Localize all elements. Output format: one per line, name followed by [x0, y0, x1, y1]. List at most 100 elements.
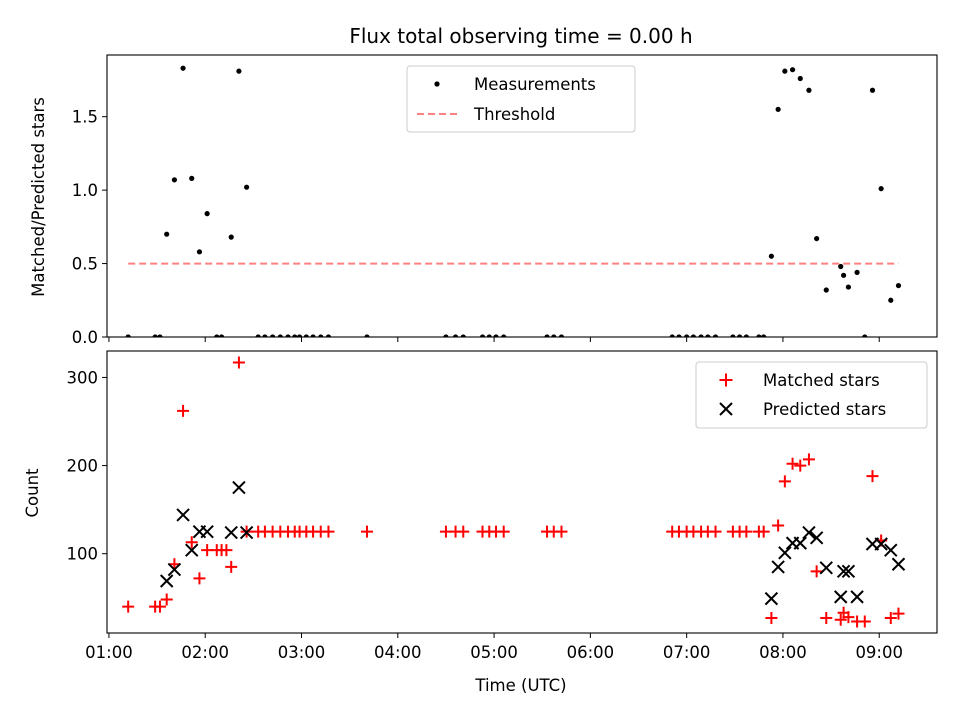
series-1: [159, 480, 906, 606]
data-point: [823, 287, 829, 293]
data-point: [869, 87, 876, 93]
data-point: [772, 519, 785, 532]
data-point: [684, 334, 690, 337]
data-point: [292, 334, 298, 337]
legend-predicted-marker: [719, 402, 733, 416]
data-point: [891, 557, 906, 571]
data-point: [802, 453, 815, 466]
data-point: [768, 253, 774, 259]
legend-bottom: Matched stars Predicted stars: [695, 361, 928, 429]
data-point: [322, 525, 335, 538]
data-point: [159, 574, 174, 588]
data-point: [698, 334, 704, 337]
legend-measurements-marker: [434, 81, 440, 87]
data-point: [778, 475, 791, 488]
data-point: [236, 68, 242, 74]
data-point: [193, 572, 206, 585]
data-point: [122, 600, 135, 613]
data-point: [262, 334, 268, 337]
data-point: [218, 334, 225, 337]
data-point: [757, 525, 770, 538]
data-point: [164, 231, 170, 237]
data-point: [775, 106, 781, 112]
legend-matched-label: Matched stars: [763, 371, 880, 390]
data-point: [364, 334, 370, 337]
data-point: [793, 536, 807, 550]
data-point: [318, 334, 324, 337]
data-point: [764, 591, 779, 606]
data-point: [460, 334, 466, 337]
data-point: [892, 607, 905, 620]
data-point: [220, 544, 233, 557]
data-point: [838, 263, 844, 270]
data-point: [270, 334, 276, 337]
data-point: [497, 525, 510, 538]
data-point: [555, 525, 568, 538]
data-point: [854, 269, 860, 275]
data-point: [176, 508, 190, 522]
data-point: [501, 334, 507, 337]
x-tick-label: 03:00: [278, 643, 326, 662]
data-point: [756, 334, 762, 337]
x-tick-label: 07:00: [663, 643, 711, 662]
y-tick-label: 200: [67, 457, 99, 476]
data-point: [730, 334, 736, 337]
y-tick-label: 0.0: [72, 328, 98, 347]
data-point: [866, 470, 879, 483]
data-point: [809, 531, 824, 545]
data-point: [443, 334, 449, 337]
data-point: [782, 68, 788, 74]
y-tick-label: 300: [67, 368, 99, 387]
x-tick-label: 01:00: [85, 643, 133, 662]
y-tick-label: 0.5: [72, 255, 98, 274]
data-point: [360, 525, 373, 538]
y-tick-label: 1.5: [72, 108, 98, 127]
data-point: [196, 249, 203, 255]
data-point: [160, 593, 173, 606]
legend-measurements-label: Measurements: [474, 75, 596, 94]
data-point: [797, 75, 803, 82]
data-point: [836, 564, 851, 579]
plot-area: [125, 65, 902, 337]
top-panel: 0.0 0.5 1.0 1.5: [72, 54, 938, 347]
data-point: [232, 480, 246, 495]
data-point: [794, 459, 807, 472]
data-point: [705, 334, 711, 337]
data-point: [737, 334, 743, 337]
data-point: [819, 561, 833, 575]
data-point: [895, 282, 902, 289]
data-point: [303, 334, 309, 337]
data-point: [743, 334, 749, 337]
data-point: [125, 334, 131, 337]
y-tick-label: 1.0: [72, 181, 98, 200]
data-point: [255, 334, 261, 337]
data-point: [878, 186, 884, 192]
data-point: [310, 334, 316, 337]
data-point: [789, 67, 796, 73]
x-tick-label: 02:00: [181, 643, 229, 662]
data-point: [712, 334, 719, 337]
data-point: [551, 334, 557, 337]
y-tick-label: 100: [67, 545, 99, 564]
data-point: [786, 457, 799, 470]
axes-frame: [106, 54, 938, 338]
x-tick-label: 09:00: [855, 643, 903, 662]
data-point: [771, 560, 785, 574]
x-tick-label: 06:00: [567, 643, 615, 662]
data-point: [806, 87, 812, 93]
data-point: [457, 525, 470, 538]
x-tick-label: 05:00: [470, 643, 518, 662]
x-tick-label: 04:00: [374, 643, 422, 662]
data-point: [177, 404, 190, 417]
data-point: [232, 356, 245, 369]
data-point: [669, 334, 675, 337]
y-axis-label-bottom: Count: [23, 468, 42, 518]
data-point: [214, 334, 220, 337]
series-0: [122, 356, 905, 628]
data-point: [834, 613, 847, 626]
axes-frame: [106, 350, 938, 634]
data-point: [493, 334, 499, 337]
data-point: [884, 543, 898, 557]
data-point: [479, 334, 486, 337]
x-axis-label: Time (UTC): [474, 676, 566, 695]
